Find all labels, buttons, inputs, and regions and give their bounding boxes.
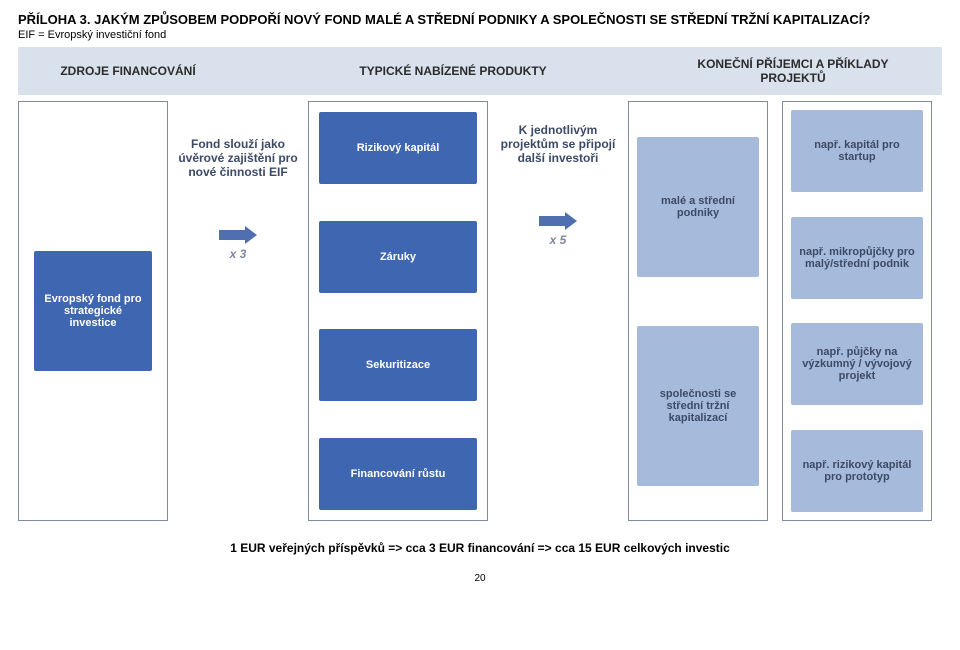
diagram-row: Evropský fond pro strategické investice …: [18, 101, 942, 521]
page-title: PŘÍLOHA 3. JAKÝM ZPŮSOBEM PODPOŘÍ NOVÝ F…: [18, 12, 942, 27]
investors-text: K jednotlivým projektům se připojí další…: [488, 115, 628, 173]
example-prototype: např. rizikový kapitál pro prototyp: [791, 430, 923, 512]
efsi-card: Evropský fond pro strategické investice: [34, 251, 152, 371]
sources-outer-box: Evropský fond pro strategické investice: [18, 101, 168, 521]
product-securitisation: Sekuritizace: [319, 329, 477, 401]
col-recipients: malé a střední podniky společnosti se st…: [628, 101, 768, 521]
col-products: Rizikový kapitál Záruky Sekuritizace Fin…: [308, 101, 488, 521]
product-guarantees: Záruky: [319, 221, 477, 293]
band-col1: ZDROJE FINANCOVÁNÍ: [48, 64, 208, 78]
col-investors: K jednotlivým projektům se připojí další…: [488, 101, 628, 521]
x3-label: x 3: [230, 247, 247, 261]
arrow-x5: [539, 213, 577, 229]
product-growth-financing: Financování růstu: [319, 438, 477, 510]
band-col2: TYPICKÉ NABÍZENÉ PRODUKTY: [338, 64, 568, 78]
recipient-midcap: společnosti se střední tržní kapitalizac…: [637, 326, 759, 486]
example-rd-loans: např. půjčky na výzkumný / vývojový proj…: [791, 323, 923, 405]
products-outer-box: Rizikový kapitál Záruky Sekuritizace Fin…: [308, 101, 488, 521]
examples-outer-box: např. kapitál pro startup např. mikropůj…: [782, 101, 932, 521]
footer-line: 1 EUR veřejných příspěvků => cca 3 EUR f…: [18, 541, 942, 555]
header-band: ZDROJE FINANCOVÁNÍ TYPICKÉ NABÍZENÉ PROD…: [18, 47, 942, 95]
fond-text: Fond slouží jako úvěrové zajištění pro n…: [168, 129, 308, 187]
arrow-x3: [219, 227, 257, 243]
page-number: 20: [18, 573, 942, 584]
band-col3: KONEČNÍ PŘÍJEMCI A PŘÍKLADY PROJEKTŮ: [668, 57, 918, 85]
page-subtitle: EIF = Evropský investiční fond: [18, 29, 942, 41]
example-microloans: např. mikropůjčky pro malý/střední podni…: [791, 217, 923, 299]
recipient-sme: malé a střední podniky: [637, 137, 759, 277]
col-examples: např. kapitál pro startup např. mikropůj…: [782, 101, 932, 521]
col-fondtext: Fond slouží jako úvěrové zajištění pro n…: [168, 101, 308, 521]
product-risk-capital: Rizikový kapitál: [319, 112, 477, 184]
x5-label: x 5: [550, 233, 567, 247]
example-startup: např. kapitál pro startup: [791, 110, 923, 192]
col-sources: Evropský fond pro strategické investice: [18, 101, 168, 521]
recipients-outer-box: malé a střední podniky společnosti se st…: [628, 101, 768, 521]
